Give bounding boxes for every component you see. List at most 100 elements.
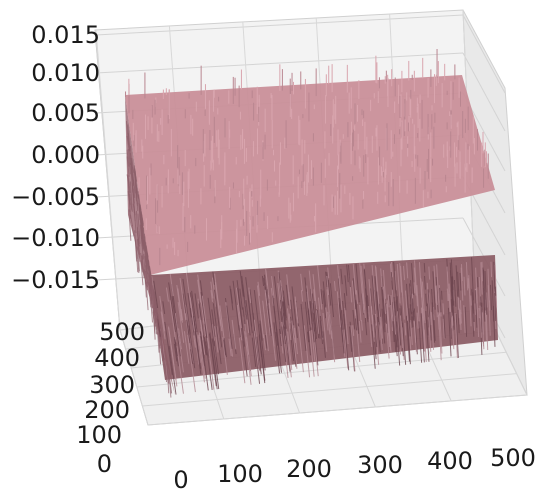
surface-texture <box>411 263 415 295</box>
surface-texture <box>449 311 452 339</box>
surface-texture <box>265 286 272 336</box>
surface-texture <box>263 334 266 351</box>
surface-texture <box>344 307 349 345</box>
surface-texture <box>350 325 356 372</box>
surface-texture <box>340 268 343 285</box>
surface-texture <box>411 316 414 328</box>
x-tick-label: 200 <box>286 455 332 483</box>
surface-texture <box>191 290 198 333</box>
surface-texture <box>167 326 178 387</box>
surface-texture <box>363 269 369 312</box>
z-tick-label: −0.010 <box>11 224 100 252</box>
surface-texture <box>280 280 284 302</box>
x-tick-label: 500 <box>490 444 536 472</box>
surface-texture <box>394 270 397 291</box>
surface-texture <box>207 297 215 347</box>
surface-texture <box>387 310 392 351</box>
surface-texture <box>171 296 181 357</box>
surface-texture <box>300 304 307 351</box>
surface-texture <box>441 290 443 300</box>
surface-texture <box>205 341 213 390</box>
surface-texture <box>304 301 310 343</box>
surface-texture <box>446 266 450 301</box>
surface-texture <box>420 278 424 311</box>
surface-texture <box>346 264 349 283</box>
x-tick-label: 300 <box>357 451 403 479</box>
surface-texture <box>304 277 310 315</box>
surface-texture <box>273 276 282 335</box>
surface-texture <box>128 209 132 241</box>
surface-texture <box>468 275 472 327</box>
surface-texture <box>143 233 147 253</box>
z-tick-label: −0.005 <box>11 183 100 211</box>
surface-texture <box>288 291 292 310</box>
surface-texture <box>439 287 442 313</box>
surface-texture <box>475 267 478 304</box>
surface-texture <box>253 330 259 368</box>
surface-texture <box>424 275 426 290</box>
surface-texture <box>169 274 174 297</box>
surface-texture <box>282 296 286 317</box>
surface-texture <box>377 321 381 341</box>
surface-texture <box>347 264 351 288</box>
surface-texture <box>213 340 220 375</box>
surface-texture <box>140 252 144 273</box>
surface-texture <box>203 320 207 337</box>
surface-texture <box>285 284 289 306</box>
surface-texture <box>381 308 386 344</box>
surface-texture <box>320 289 323 305</box>
surface-texture <box>246 337 252 377</box>
surface-texture <box>309 300 315 343</box>
surface-texture <box>317 265 323 310</box>
surface-texture <box>186 319 191 344</box>
surface-texture <box>381 286 386 333</box>
surface-texture <box>492 305 496 347</box>
surface-texture <box>131 224 135 237</box>
surface-texture <box>222 337 228 375</box>
surface-texture <box>385 323 390 359</box>
surface-texture <box>482 287 486 322</box>
surface-texture <box>149 296 153 323</box>
surface-texture <box>280 299 286 345</box>
surface-texture <box>374 323 380 365</box>
surface-texture <box>165 287 169 302</box>
surface-texture <box>370 306 375 342</box>
surface-texture <box>158 331 162 365</box>
surface-texture <box>140 261 144 286</box>
surface-texture <box>459 300 462 315</box>
surface-texture <box>191 311 200 365</box>
surface-texture <box>154 295 158 310</box>
surface-texture <box>421 307 426 352</box>
surface-texture <box>447 307 452 357</box>
surface-texture <box>430 312 435 350</box>
surface-texture <box>145 245 149 258</box>
surface-texture <box>431 288 434 315</box>
surface-texture <box>478 276 481 303</box>
surface-texture <box>261 275 265 287</box>
surface-texture <box>322 331 326 358</box>
surface-texture <box>275 332 279 346</box>
z-tick-label: −0.015 <box>11 266 100 294</box>
surface-texture <box>148 282 152 308</box>
surface-texture <box>494 292 497 321</box>
surface-texture <box>426 319 429 336</box>
surface-texture <box>435 285 438 306</box>
surface-texture <box>367 306 373 347</box>
surface-texture <box>198 303 202 320</box>
surface-texture <box>214 326 219 353</box>
surface-texture <box>136 239 140 272</box>
surface-texture <box>178 328 182 350</box>
surface-texture <box>309 330 315 377</box>
surface-texture <box>273 322 281 374</box>
surface-texture <box>141 228 145 246</box>
surface-texture <box>137 231 141 262</box>
surface-texture <box>484 311 487 341</box>
surface-texture <box>451 276 455 306</box>
surface-texture <box>249 289 256 334</box>
surface-texture <box>135 239 139 273</box>
surface-texture <box>193 315 202 369</box>
surface-texture <box>256 336 262 375</box>
surface-texture <box>156 324 160 353</box>
surface-texture <box>458 297 461 325</box>
